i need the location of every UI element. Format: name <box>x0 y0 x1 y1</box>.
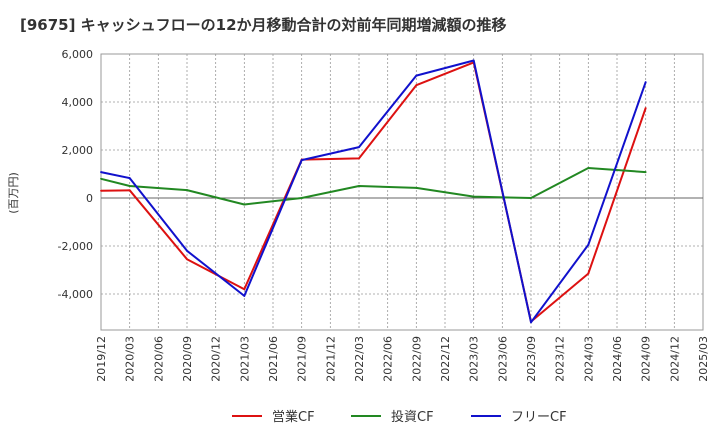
x-tick-label: 2023/12 <box>554 336 567 382</box>
x-tick-label: 2022/03 <box>353 336 366 382</box>
data-point <box>128 177 131 179</box>
x-tick-label: 2021/09 <box>296 336 309 382</box>
legend-label: 営業CF <box>272 409 315 425</box>
data-point <box>644 81 647 83</box>
x-tick-label: 2022/09 <box>410 336 423 382</box>
plot-area <box>100 53 704 331</box>
x-tick-label: 2019/12 <box>95 336 108 382</box>
legend-label: フリーCF <box>511 410 567 425</box>
x-tick-label: 2024/06 <box>611 336 624 382</box>
data-point <box>587 167 590 169</box>
x-tick-label: 2023/09 <box>525 336 538 382</box>
y-tick-label: -2,000 <box>58 240 93 253</box>
y-tick-label: 0 <box>86 192 93 205</box>
data-point <box>100 177 102 180</box>
x-tick-label: 2025/03 <box>697 336 710 382</box>
y-tick-label: 6,000 <box>62 48 94 61</box>
data-point <box>186 189 188 191</box>
x-tick-label: 2020/09 <box>181 336 194 382</box>
x-tick-label: 2022/12 <box>439 336 452 382</box>
x-tick-label: 2023/03 <box>468 336 481 382</box>
legend-label: 投資CF <box>391 409 434 425</box>
x-tick-label: 2023/06 <box>496 336 509 382</box>
y-axis-ticks: 6,000 4,000 2,000 0 -2,000 -4,000 <box>58 48 93 301</box>
x-tick-label: 2020/03 <box>124 336 137 382</box>
data-point <box>358 157 360 160</box>
x-tick-label: 2022/06 <box>382 336 395 382</box>
x-tick-label: 2024/12 <box>668 336 681 382</box>
data-point <box>587 272 590 275</box>
y-axis-label: (百万円) <box>7 172 20 214</box>
y-tick-label: 4,000 <box>62 96 94 109</box>
x-tick-label: 2020/06 <box>152 336 165 382</box>
x-tick-label: 2024/03 <box>582 336 595 382</box>
data-point <box>415 84 418 87</box>
data-point <box>644 171 647 173</box>
data-point <box>100 171 102 173</box>
data-point <box>358 185 360 187</box>
data-point <box>587 243 590 246</box>
data-point <box>472 59 475 62</box>
x-tick-label: 2024/09 <box>640 336 653 382</box>
x-tick-label: 2021/03 <box>238 336 251 382</box>
x-tick-label: 2021/12 <box>324 336 337 382</box>
data-point <box>186 249 188 252</box>
data-point <box>100 189 102 192</box>
data-point <box>530 321 532 324</box>
data-point <box>243 295 246 297</box>
x-axis-ticks: 2019/12 2020/03 2020/06 2020/09 2020/12 2021/… <box>95 336 710 382</box>
chart-title: [9675] キャッシュフローの12か月移動合計の対前年同期増減額の推移 <box>20 16 507 34</box>
data-point <box>128 185 131 187</box>
data-point <box>415 187 418 189</box>
data-point <box>243 288 246 291</box>
plot-frame <box>100 53 704 331</box>
y-tick-label: 2,000 <box>62 144 94 157</box>
x-tick-label: 2021/06 <box>267 336 280 382</box>
data-point <box>415 74 418 77</box>
data-point <box>472 195 475 198</box>
data-point <box>644 107 647 109</box>
y-tick-label: -4,000 <box>58 288 93 301</box>
data-point <box>530 197 532 199</box>
data-point <box>300 159 303 161</box>
data-point <box>358 146 360 149</box>
series-lines <box>100 59 647 324</box>
legend: 営業CF 投資CF フリーCF <box>232 409 567 425</box>
x-tick-label: 2020/12 <box>210 336 223 382</box>
data-point <box>128 189 131 192</box>
data-point <box>300 197 303 199</box>
data-point <box>243 203 246 206</box>
data-point <box>186 258 188 261</box>
